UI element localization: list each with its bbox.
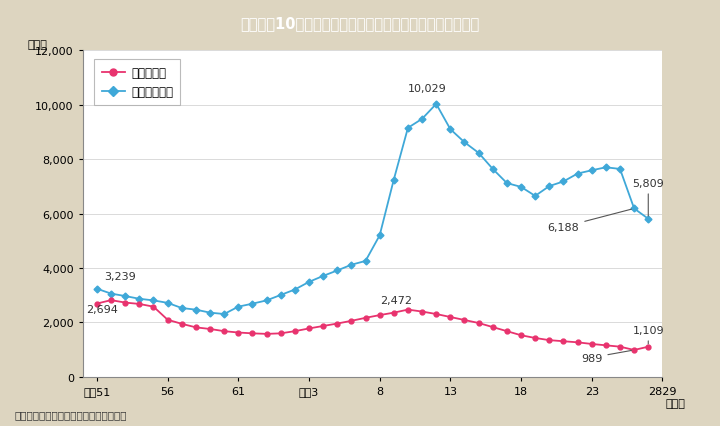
Text: 3,239: 3,239 (104, 271, 136, 281)
Legend: 強制性交等, 強制わいせつ: 強制性交等, 強制わいせつ (94, 60, 180, 106)
Text: 6,188: 6,188 (548, 210, 631, 232)
Text: 1,109: 1,109 (632, 325, 664, 344)
Text: 2,472: 2,472 (379, 296, 412, 306)
Text: 989: 989 (581, 351, 631, 363)
Text: （備考）警察庁「犯罪統計」より作成。: （備考）警察庁「犯罪統計」より作成。 (14, 409, 127, 420)
Text: 2,694: 2,694 (86, 304, 117, 314)
Text: （年）: （年） (665, 398, 685, 408)
Text: 5,809: 5,809 (632, 179, 664, 216)
Text: 10,029: 10,029 (408, 84, 446, 94)
Text: Ｉ－７－10図　強制性交等・強制わいせつ認知件数の推移: Ｉ－７－10図 強制性交等・強制わいせつ認知件数の推移 (240, 16, 480, 31)
Text: （件）: （件） (28, 40, 48, 49)
